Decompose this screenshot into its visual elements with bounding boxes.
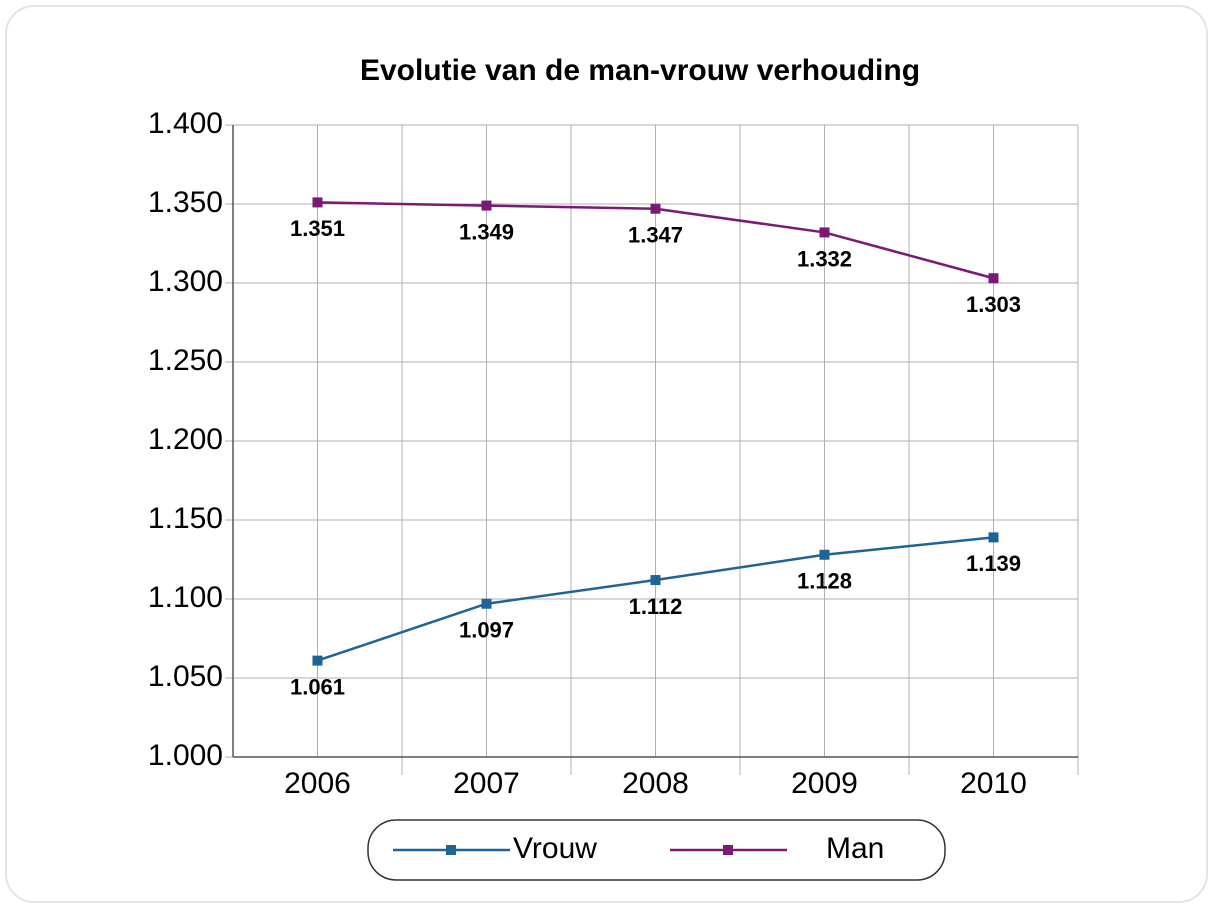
data-label: 1.061	[290, 674, 345, 699]
point	[650, 575, 661, 586]
data-label: 1.347	[628, 223, 683, 248]
legend-marker	[446, 845, 456, 855]
point	[988, 532, 999, 543]
legend-marker	[723, 845, 733, 855]
point	[988, 273, 999, 284]
y-tick-label: 1.250	[148, 344, 223, 377]
point	[312, 197, 323, 208]
y-tick-label: 1.350	[148, 186, 223, 219]
data-label: 1.303	[966, 292, 1021, 317]
data-label: 1.139	[966, 551, 1021, 576]
chart-title: Evolutie van de man-vrouw verhouding	[360, 54, 920, 87]
x-tick-label: 2008	[622, 767, 689, 800]
data-label: 1.097	[459, 618, 514, 643]
data-label: 1.112	[629, 594, 683, 619]
point	[650, 203, 661, 214]
point	[481, 200, 492, 211]
legend-label: Vrouw	[513, 832, 597, 865]
data-label: 1.351	[290, 216, 345, 241]
x-tick-label: 2007	[453, 767, 520, 800]
legend-box	[367, 819, 946, 881]
y-tick-label: 1.000	[148, 739, 223, 772]
y-tick-label: 1.400	[148, 107, 223, 140]
y-tick-label: 1.050	[148, 660, 223, 693]
point	[819, 227, 830, 238]
point	[819, 549, 830, 560]
y-tick-label: 1.150	[148, 502, 223, 535]
y-tick-label: 1.200	[148, 423, 223, 456]
x-tick-label: 2006	[284, 767, 351, 800]
data-label: 1.349	[459, 219, 514, 244]
y-tick-label: 1.100	[148, 581, 223, 614]
data-label: 1.128	[797, 569, 852, 594]
data-label: 1.332	[797, 246, 852, 271]
legend-label: Man	[826, 832, 884, 865]
point	[312, 655, 323, 666]
y-tick-label: 1.300	[148, 265, 223, 298]
x-tick-label: 2009	[791, 767, 858, 800]
point	[481, 598, 492, 609]
x-tick-label: 2010	[960, 767, 1027, 800]
